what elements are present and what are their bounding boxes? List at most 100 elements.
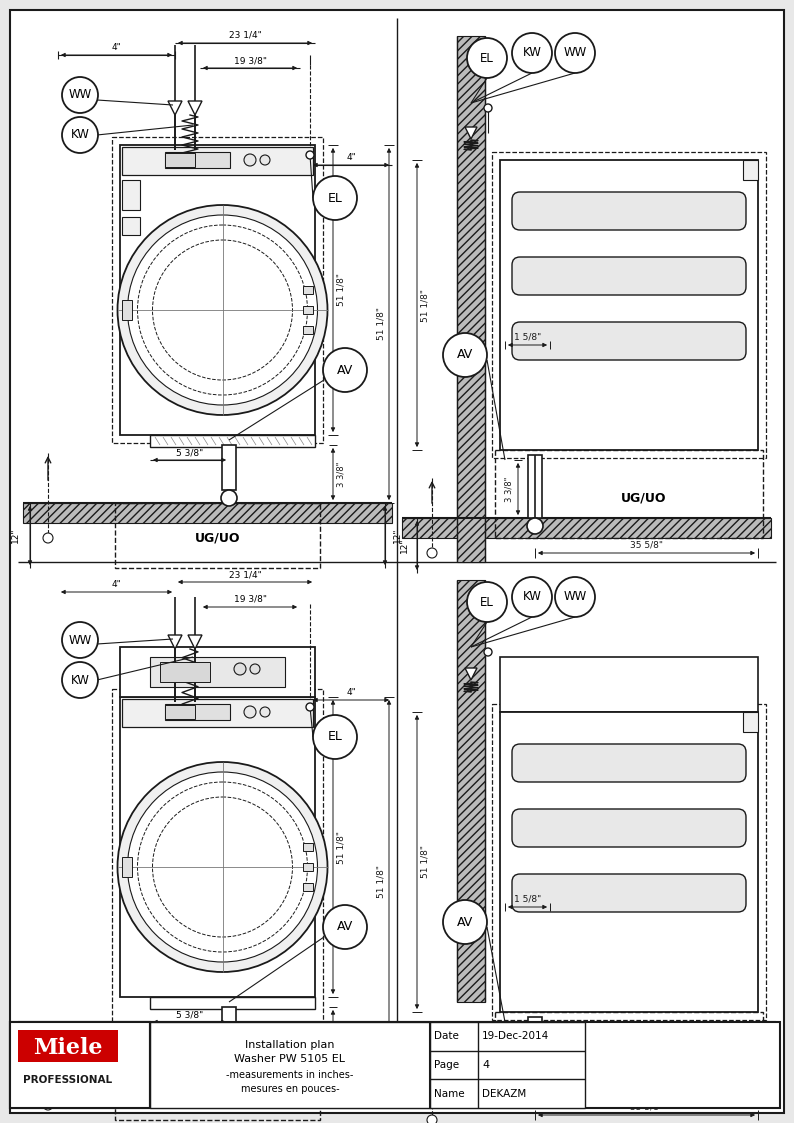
Polygon shape [465,127,477,139]
Bar [492,152,766,458]
Text: EL: EL [328,730,342,743]
Text: 35 5/8": 35 5/8" [630,1103,663,1112]
Bar [495,450,763,538]
Text: 51 1/8": 51 1/8" [376,308,385,340]
Text: Washer PW 5105 EL: Washer PW 5105 EL [234,1054,345,1063]
Circle shape [555,33,595,73]
Bar [122,180,140,210]
Bar [160,661,210,682]
FancyBboxPatch shape [512,257,746,295]
Text: 51 1/8": 51 1/8" [421,846,430,878]
Text: 51 1/8": 51 1/8" [337,274,346,307]
Text: 1 5/8": 1 5/8" [514,334,542,343]
Bar [150,1022,430,1108]
Circle shape [118,763,327,973]
Circle shape [512,577,552,617]
Circle shape [221,490,237,506]
Text: Name: Name [434,1088,464,1098]
Bar [303,286,313,294]
Bar [115,503,320,568]
Text: UG/UO: UG/UO [195,1094,241,1106]
Bar [222,445,236,490]
Circle shape [62,117,98,153]
Bar [165,705,195,719]
Text: 12": 12" [393,528,402,544]
Bar [303,862,313,871]
Text: Miele: Miele [33,1037,102,1059]
Bar [500,712,758,1012]
Bar [165,704,230,720]
Bar [528,1017,542,1080]
Text: WW: WW [564,46,587,60]
Circle shape [443,334,487,377]
Circle shape [443,900,487,944]
Circle shape [527,1080,543,1096]
Bar [150,657,285,687]
Bar [500,159,758,450]
Text: UG/UO: UG/UO [195,531,241,545]
Circle shape [427,548,437,558]
FancyBboxPatch shape [512,322,746,360]
Circle shape [118,206,327,416]
Circle shape [427,1115,437,1123]
Bar [500,657,758,712]
Text: 1 5/8": 1 5/8" [514,895,542,904]
Bar [430,1022,585,1108]
Bar [18,1030,118,1062]
Text: PROFESSIONAL: PROFESSIONAL [24,1075,113,1085]
Text: WW: WW [564,591,587,603]
Bar [303,326,313,334]
Text: WW: WW [68,633,91,647]
Text: UG/UO: UG/UO [621,492,667,504]
Bar [120,145,315,435]
Text: 51 1/8": 51 1/8" [376,865,385,897]
Circle shape [467,582,507,622]
Circle shape [555,577,595,617]
Text: 4: 4 [482,1060,489,1070]
FancyBboxPatch shape [512,874,746,912]
Text: 3 3/8": 3 3/8" [505,1039,514,1063]
Text: 4": 4" [112,579,121,588]
Bar [112,690,323,1054]
Circle shape [512,33,552,73]
FancyBboxPatch shape [512,745,746,782]
Polygon shape [188,634,202,649]
Text: Installation plan: Installation plan [245,1040,335,1050]
FancyBboxPatch shape [512,192,746,230]
Polygon shape [188,101,202,115]
Text: AV: AV [457,915,473,929]
Bar [303,883,313,891]
Circle shape [62,661,98,699]
Bar [150,435,315,447]
Bar [743,159,758,180]
Text: 51 1/8": 51 1/8" [337,831,346,864]
Bar [120,647,315,697]
Text: EL: EL [480,52,494,64]
Circle shape [244,706,256,718]
Text: 4": 4" [346,153,356,162]
Circle shape [128,214,318,405]
Circle shape [244,154,256,166]
Bar [457,579,485,1002]
Text: 5 3/8": 5 3/8" [176,1010,203,1019]
Circle shape [313,176,357,220]
Polygon shape [465,668,477,681]
Bar [122,857,132,877]
Bar [492,704,766,1020]
Text: Date: Date [434,1031,459,1041]
Circle shape [260,707,270,716]
Bar [10,1022,150,1108]
Bar [303,305,313,314]
Bar [122,300,132,320]
Text: EL: EL [480,595,494,609]
Bar [23,503,392,523]
Text: mesures en pouces-: mesures en pouces- [241,1084,339,1094]
Circle shape [43,1101,53,1110]
Text: KW: KW [71,674,90,686]
Text: AV: AV [457,348,473,362]
Bar [122,699,313,727]
Bar [120,697,315,997]
Bar [495,1012,763,1101]
Circle shape [43,533,53,544]
Bar [402,1080,771,1101]
